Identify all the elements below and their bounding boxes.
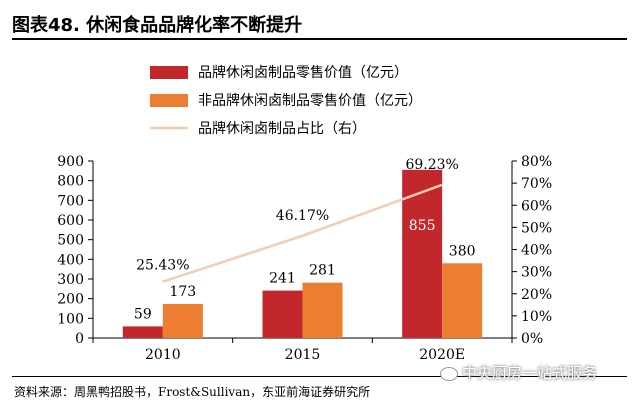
bar-data-label: 59 bbox=[134, 306, 152, 322]
y-left-tick-label: 700 bbox=[57, 193, 84, 209]
bar-data-label: 380 bbox=[449, 243, 476, 259]
legend-swatch-1 bbox=[150, 66, 188, 79]
y-right-tick-label: 30% bbox=[521, 265, 552, 281]
y-left-tick-label: 0 bbox=[75, 331, 84, 347]
y-left-tick-label: 600 bbox=[57, 213, 84, 229]
bar-brand bbox=[122, 326, 163, 338]
bar-data-label: 173 bbox=[169, 284, 196, 300]
x-tick-label: 2010 bbox=[145, 347, 181, 363]
bar-brand bbox=[262, 290, 303, 338]
title-bar: 图表48. 休闲食品品牌化率不断提升 bbox=[12, 5, 627, 40]
bar-nonbrand bbox=[162, 303, 203, 338]
y-right-tick-label: 10% bbox=[521, 309, 552, 325]
x-tick-label: 2015 bbox=[285, 347, 321, 363]
watermark: 中央厨房一站式服务 bbox=[440, 362, 597, 383]
line-data-label: 69.23% bbox=[405, 157, 458, 173]
x-tick-label: 2020E bbox=[419, 347, 465, 363]
legend-swatch-2 bbox=[150, 94, 188, 107]
line-data-label: 46.17% bbox=[276, 208, 329, 224]
y-right-tick-label: 80% bbox=[521, 154, 552, 170]
line-data-label: 25.43% bbox=[136, 258, 189, 274]
bar-nonbrand bbox=[442, 263, 483, 338]
footer-divider bbox=[12, 376, 627, 377]
legend-label-2: 非品牌休闲卤制品零售价值（亿元） bbox=[198, 92, 422, 109]
bar-data-label: 281 bbox=[309, 263, 336, 279]
y-right-tick-label: 60% bbox=[521, 198, 552, 214]
y-left-tick-label: 100 bbox=[57, 311, 84, 327]
y-left-tick-label: 200 bbox=[57, 292, 84, 308]
footer: 资料来源：周黑鸭招股书，Frost&Sullivan，东亚前海证券研究所 bbox=[12, 376, 627, 406]
bar-data-label: 241 bbox=[269, 271, 296, 287]
y-right-tick-label: 0% bbox=[521, 331, 543, 347]
y-left-tick-label: 400 bbox=[57, 252, 84, 268]
y-right-tick-label: 70% bbox=[521, 176, 552, 192]
y-right-tick-label: 20% bbox=[521, 287, 552, 303]
y-left-tick-label: 300 bbox=[57, 272, 84, 288]
watermark-text: 中央厨房一站式服务 bbox=[462, 364, 598, 382]
y-left-tick-label: 900 bbox=[57, 154, 84, 170]
bar-nonbrand bbox=[302, 282, 343, 338]
ratio-line bbox=[162, 183, 443, 283]
y-left-tick-label: 500 bbox=[57, 233, 84, 249]
legend-label-1: 品牌休闲卤制品零售价值（亿元） bbox=[198, 64, 408, 81]
bar-data-label: 855 bbox=[409, 218, 436, 234]
legend-label-3: 品牌休闲卤制品占比（右） bbox=[198, 120, 366, 137]
bar-brand bbox=[402, 169, 443, 338]
source-note: 资料来源：周黑鸭招股书，Frost&Sullivan，东亚前海证券研究所 bbox=[14, 385, 371, 399]
wechat-icon bbox=[440, 366, 458, 381]
chart-canvas: 品牌休闲卤制品零售价值（亿元） 非品牌休闲卤制品零售价值（亿元） 品牌休闲卤制品占比… bbox=[57, 64, 552, 363]
y-right-tick-label: 50% bbox=[521, 220, 552, 236]
y-left-tick-label: 800 bbox=[57, 174, 84, 190]
y-right-tick-label: 40% bbox=[521, 243, 552, 259]
chart-title: 图表48. 休闲食品品牌化率不断提升 bbox=[12, 15, 303, 36]
